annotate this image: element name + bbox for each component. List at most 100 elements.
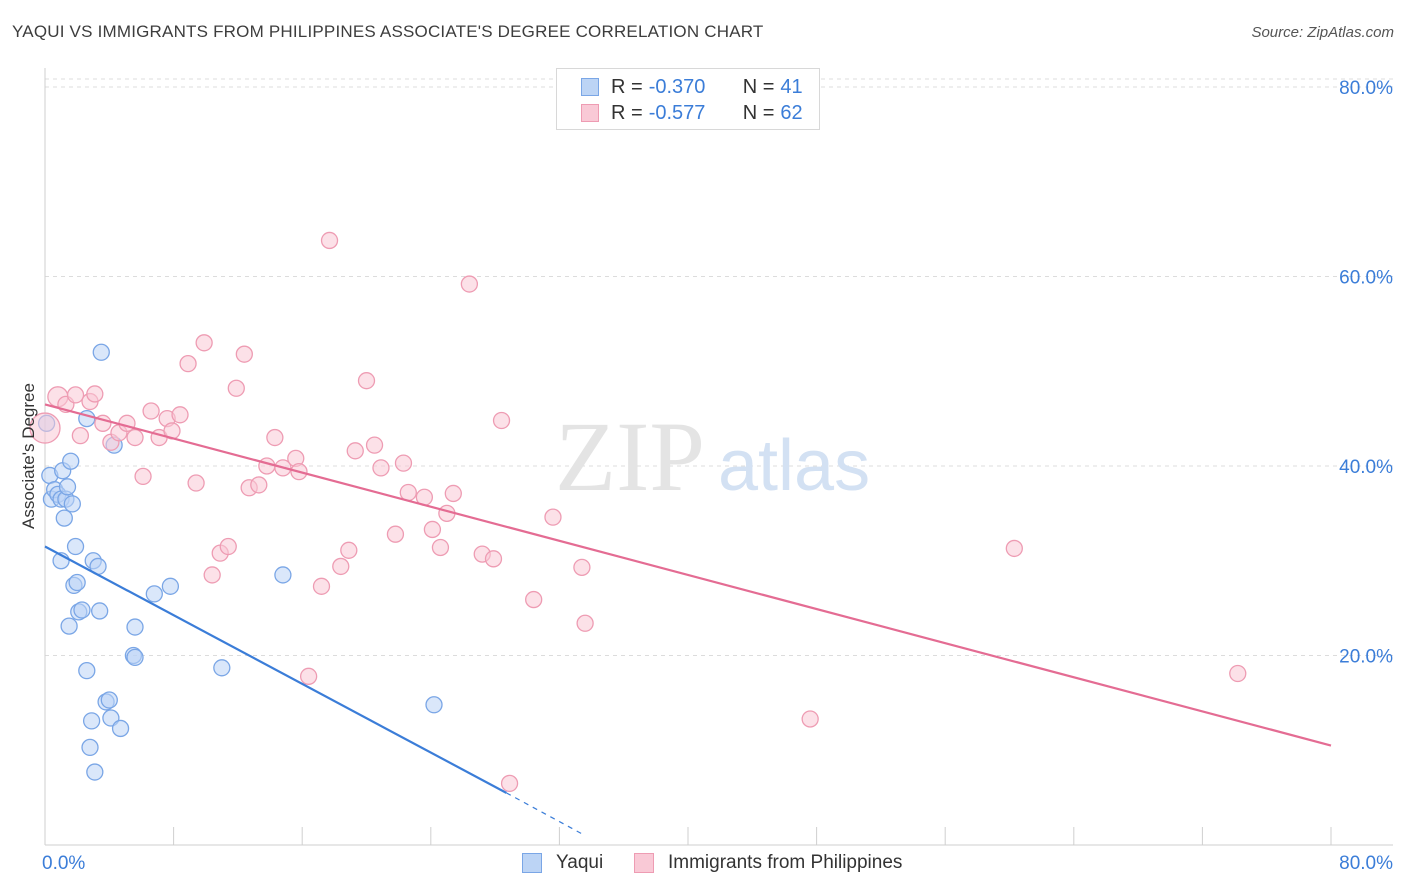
philippines-point [320, 231, 339, 250]
yaqui-point [81, 738, 99, 757]
yaqui-point [145, 585, 163, 603]
trend-lines [44, 403, 1332, 837]
philippines-point [444, 484, 462, 503]
watermark-atlas: atlas [718, 426, 870, 506]
watermark-zip: ZIP [555, 401, 705, 512]
yaqui-trend-extension [506, 792, 586, 837]
philippines-point [66, 386, 85, 404]
philippines-point [1005, 539, 1023, 558]
series-legend-label: Yaqui [556, 852, 604, 873]
y-tick-label: 80.0% [1339, 78, 1393, 99]
philippines-point [399, 483, 417, 502]
legend-r-label: R = [611, 75, 643, 98]
yaqui-point [92, 343, 110, 361]
chart-title: YAQUI VS IMMIGRANTS FROM PHILIPPINES ASS… [12, 22, 764, 41]
yaqui-point [58, 478, 77, 496]
series-legend-label: Immigrants from Philippines [668, 852, 903, 873]
philippines-point [134, 467, 152, 486]
philippines-point [365, 436, 384, 454]
data-points [29, 231, 1247, 793]
yaqui-point [274, 566, 292, 584]
y-tick-label: 20.0% [1339, 646, 1393, 667]
legend-r-value: -0.370 [648, 75, 706, 98]
philippines-point [484, 550, 503, 568]
x-tick-label: 80.0% [1339, 853, 1393, 874]
philippines-point [431, 538, 450, 557]
philippines-point [423, 520, 442, 539]
philippines-point [258, 457, 276, 475]
philippines-point [171, 406, 189, 424]
yaqui-point [63, 495, 81, 513]
philippines-point [357, 372, 376, 390]
philippines-point [332, 557, 350, 576]
axes [44, 68, 1393, 846]
philippines-point [142, 402, 160, 420]
philippines-point [340, 541, 358, 559]
philippines-point [1229, 664, 1247, 683]
legend-n-value: 41 [780, 75, 803, 98]
series-legend-yaqui: Yaqui [522, 852, 603, 874]
series-legend-philippines: Immigrants from Philippines [634, 852, 902, 874]
yaqui-point [126, 618, 144, 636]
legend-r-value: -0.577 [648, 101, 706, 124]
philippines-point [250, 476, 268, 494]
yaqui-point [66, 537, 85, 556]
y-tick-label: 40.0% [1339, 457, 1393, 478]
philippines-point [29, 412, 61, 444]
y-axis-label: Associate's Degree [19, 383, 38, 529]
philippines-point [219, 537, 237, 556]
legend-swatch-yaqui [581, 78, 599, 96]
philippines-point [801, 710, 819, 728]
philippines-point [118, 414, 136, 432]
yaqui-point [86, 763, 104, 781]
yaqui-point [60, 617, 78, 635]
series-swatch-yaqui [522, 853, 542, 873]
tick-labels: 20.0% 40.0% 60.0% 80.0% 0.0% 80.0% [42, 78, 1393, 874]
philippines-point [195, 334, 213, 352]
yaqui-point [68, 573, 86, 592]
philippines-point [500, 774, 519, 793]
philippines-point [346, 442, 364, 460]
philippines-point [525, 590, 543, 609]
legend-swatch-philippines [581, 104, 599, 122]
philippines-point [235, 345, 253, 363]
legend-n-value: 62 [780, 101, 803, 124]
philippines-point [266, 428, 284, 447]
philippines-point [576, 614, 594, 632]
y-tick-label: 60.0% [1339, 267, 1393, 288]
philippines-point [372, 459, 390, 477]
philippines-point [86, 385, 104, 403]
philippines-point [187, 474, 205, 492]
philippines-point [126, 428, 144, 447]
philippines-point [460, 275, 479, 293]
yaqui-point [425, 696, 443, 714]
philippines-point [203, 566, 221, 584]
philippines-point [386, 525, 405, 543]
philippines-point [312, 577, 331, 595]
source-credit: Source: ZipAtlas.com [1251, 24, 1394, 41]
yaqui-point [161, 577, 180, 595]
yaqui-point [82, 712, 101, 730]
yaqui-point [55, 509, 73, 527]
legend-n-label: N = [742, 75, 775, 98]
x-tick-label: 0.0% [42, 853, 85, 874]
legend-row-yaqui: R = -0.370 N = 41 [581, 75, 803, 99]
legend-row-philippines: R = -0.577 N = 62 [581, 101, 803, 125]
yaqui-point [100, 691, 118, 709]
yaqui-point [91, 602, 109, 620]
philippines-point [71, 427, 90, 445]
philippines-point [179, 354, 197, 373]
yaqui-point [126, 648, 144, 667]
yaqui-point [213, 659, 231, 677]
yaqui-trend-line [44, 545, 507, 794]
watermark: ZIP atlas [555, 401, 870, 512]
grid-lines [45, 78, 1393, 656]
philippines-point [544, 508, 562, 526]
yaqui-point [78, 661, 96, 680]
yaqui-point [62, 452, 80, 470]
philippines-point [394, 454, 413, 472]
legend-n-label: N = [742, 101, 775, 124]
philippines-point [227, 379, 245, 397]
legend-r-label: R = [611, 101, 643, 124]
